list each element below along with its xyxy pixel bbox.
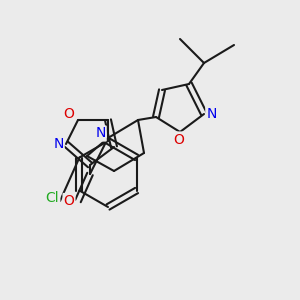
Text: O: O [173,133,184,146]
Text: O: O [64,194,74,208]
Text: Cl: Cl [46,191,59,205]
Text: O: O [64,107,74,121]
Text: N: N [95,127,106,140]
Text: N: N [53,137,64,151]
Text: N: N [206,107,217,121]
